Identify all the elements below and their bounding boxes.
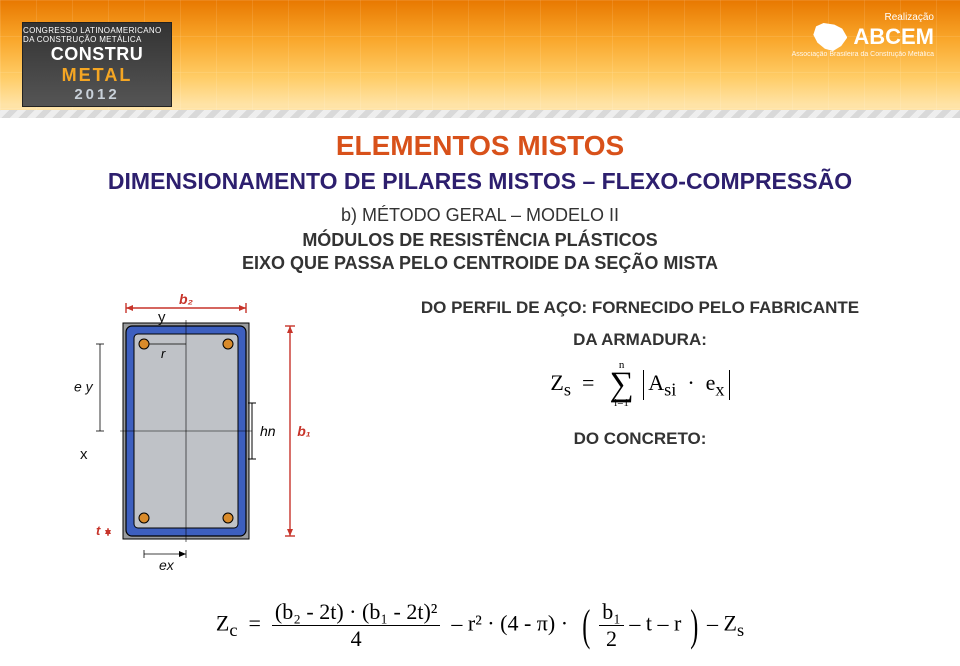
zc-mid: – r² · (4 - π) · [451,611,568,636]
logo-abcem: Realização ABCEM Associação Brasileira d… [754,12,934,58]
svg-text:r: r [161,346,166,361]
zc-fraction-2: b₁ 2 [599,599,624,652]
zc-num: (b₂ - 2t) · (b₁ - 2t)² [272,599,440,625]
logo-left-year: 2012 [74,86,119,103]
zs-lhs-sub: s [564,379,571,399]
logo-left-line1: CONSTRU [51,44,144,65]
svg-text:t: t [96,523,101,538]
left-paren-icon: ( [582,608,590,643]
logo-right-brand: ABCEM [853,24,934,50]
rebar-label: DA ARMADURA: [356,330,924,350]
svg-text:x: x [80,446,88,463]
zs-e: e [706,370,716,395]
header-band: CONGRESSO LATINOAMERICANO DA CONSTRUÇÃO … [0,0,960,120]
right-paren-icon: ) [690,608,698,643]
formula-zs: Zs = n ∑ i=1 Asi · ex [356,360,924,409]
method-line: b) MÉTODO GERAL – MODELO II [0,205,960,226]
zc-tail-sub: s [737,620,744,640]
zs-A-sub: si [664,379,676,399]
absolute-value: Asi · ex [643,370,729,400]
zc-lhs-sub: c [229,620,237,640]
logo-left-line2: METAL [62,65,133,86]
steel-profile-label: DO PERFIL DE AÇO: FORNECIDO PELO FABRICA… [356,298,924,318]
right-column: DO PERFIL DE AÇO: FORNECIDO PELO FABRICA… [356,292,924,457]
svg-text:b₁: b₁ [297,423,311,439]
zs-e-sub: x [715,379,724,399]
zc-den: 4 [348,626,365,652]
brazil-map-icon [813,23,847,51]
page-subtitle: DIMENSIONAMENTO DE PILARES MISTOS – FLEX… [0,168,960,195]
zs-dot: · [687,370,694,395]
zs-A: A [648,370,664,395]
body-row: rhnb₂b₁tyxe yex DO PERFIL DE AÇO: FORNEC… [0,292,960,597]
zs-lhs: Z [550,370,563,395]
logo-right-tagline: Associação Brasileira da Construção Metá… [754,51,934,58]
svg-text:ex: ex [159,557,175,573]
concrete-label: DO CONCRETO: [356,429,924,449]
svg-text:e y: e y [74,379,94,395]
page-title: ELEMENTOS MISTOS [0,130,960,162]
sum-bottom: i=1 [614,398,629,409]
logo-left-subline: CONGRESSO LATINOAMERICANO DA CONSTRUÇÃO … [23,26,171,44]
formula-zs-content: Zs = n ∑ i=1 Asi · ex [550,370,729,395]
zc-inner-tail: – t – r [629,611,681,636]
zc-inner-den: 2 [603,626,620,652]
axis-line: EIXO QUE PASSA PELO CENTROIDE DA SEÇÃO M… [0,253,960,274]
zc-lhs: Z [216,611,229,636]
svg-text:hn: hn [260,423,276,439]
logo-construmetal: CONGRESSO LATINOAMERICANO DA CONSTRUÇÃO … [22,22,172,107]
svg-text:y: y [158,309,166,326]
sigma-icon: ∑ [609,371,633,398]
zc-tail: – Z [707,611,737,636]
formula-zc: Zc = (b₂ - 2t) · (b₁ - 2t)² 4 – r² · (4 … [216,599,744,652]
formula-zc-wrap: Zc = (b₂ - 2t) · (b₁ - 2t)² 4 – r² · (4 … [0,599,960,652]
svg-text:b₂: b₂ [179,292,193,307]
logo-right-brand-row: ABCEM [754,23,934,51]
zc-inner-num: b₁ [599,599,624,625]
modules-line: MÓDULOS DE RESISTÊNCIA PLÁSTICOS [0,230,960,251]
cross-section-svg: r hn b₂ b₁ t y x e y ex [56,292,316,592]
logo-right-realize: Realização [754,12,934,23]
zc-fraction-1: (b₂ - 2t) · (b₁ - 2t)² 4 [272,599,440,652]
header-stripe [0,110,960,118]
slide-content: ELEMENTOS MISTOS DIMENSIONAMENTO DE PILA… [0,128,960,666]
summation-symbol: n ∑ i=1 [609,360,633,409]
cross-section-diagram: r hn b₂ b₁ t y x e y ex [56,292,316,597]
